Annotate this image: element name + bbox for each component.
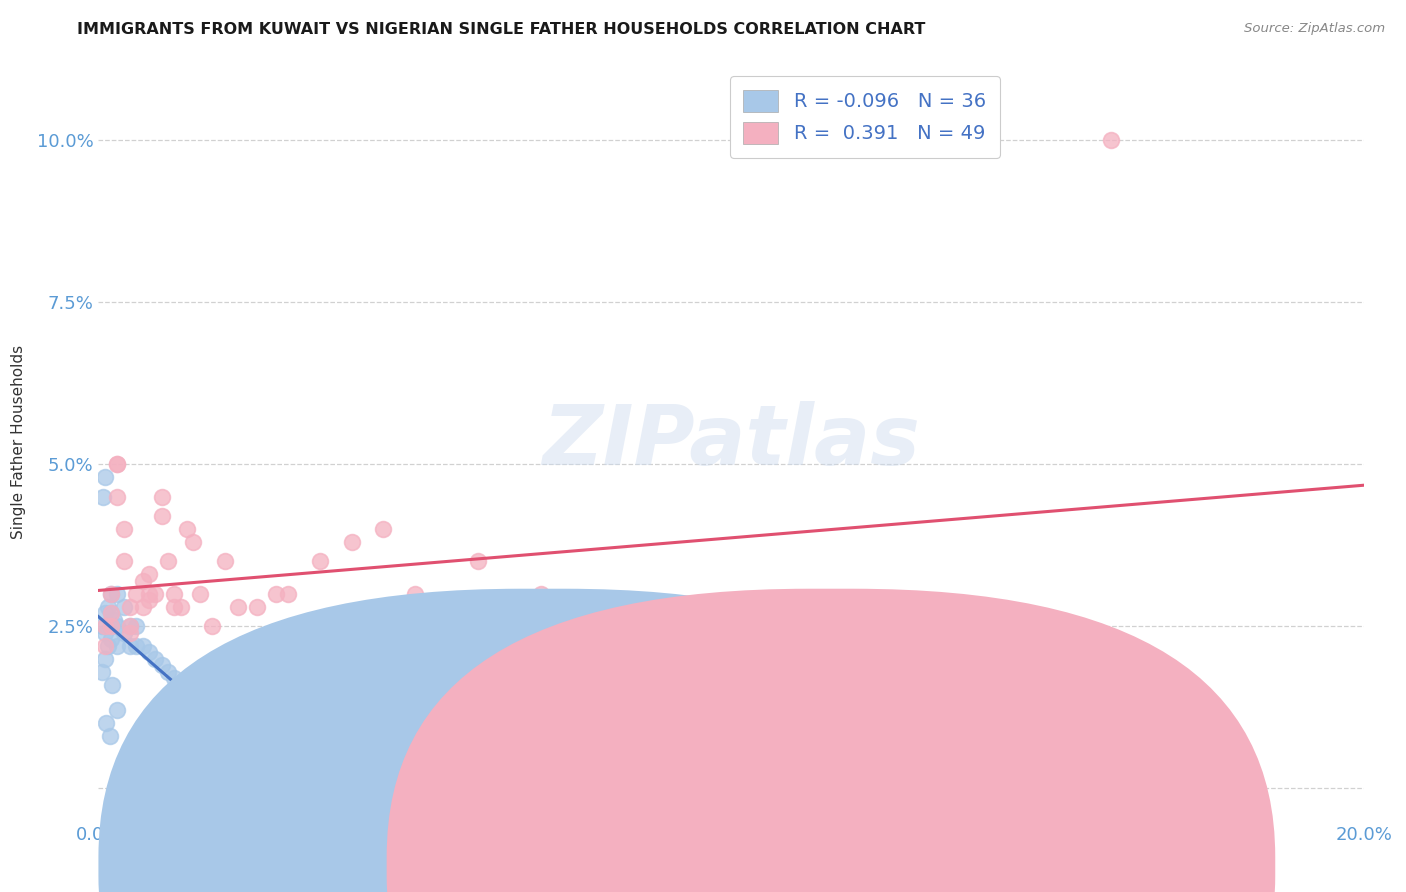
Point [100,619,122,633]
Point [107,619,129,633]
Point [150,509,173,524]
Point [103,613,125,627]
Point [98,730,121,744]
Point [100,607,122,621]
Text: ZIPatlas: ZIPatlas [543,401,920,482]
Y-axis label: Single Father Households: Single Father Households [11,344,25,539]
Point [90,665,112,679]
Point [93,490,115,504]
Point [277,587,299,601]
Point [112,625,135,640]
Point [846,619,869,633]
Point [107,703,129,717]
Point [201,619,224,633]
Point [226,599,249,614]
Point [973,619,995,633]
Point [90,619,112,633]
Point [97,639,120,653]
Point [163,587,186,601]
Point [107,587,129,601]
Point [120,599,141,614]
Point [93,607,117,621]
Point [1099,133,1122,147]
Point [132,574,155,588]
Point [530,587,553,601]
Point [112,554,135,568]
Point [138,593,160,607]
Point [94,716,117,731]
Point [163,599,186,614]
Point [125,639,148,653]
Point [138,567,160,582]
Point [120,619,141,633]
Point [340,535,363,549]
Point [120,619,141,633]
Point [145,651,166,665]
Point [157,665,180,679]
Point [163,671,186,685]
Point [120,639,141,653]
Legend: R = -0.096   N = 36, R =  0.391   N = 49: R = -0.096 N = 36, R = 0.391 N = 49 [730,76,1000,158]
Point [107,490,129,504]
Point [264,587,287,601]
Point [100,607,122,621]
Point [93,470,117,484]
Text: Nigerians: Nigerians [858,855,936,872]
Point [93,619,117,633]
Point [93,625,117,640]
Point [176,522,198,536]
Point [436,619,458,633]
Point [214,554,236,568]
Point [176,697,198,711]
Point [404,587,426,601]
Point [246,599,269,614]
Text: IMMIGRANTS FROM KUWAIT VS NIGERIAN SINGLE FATHER HOUSEHOLDS CORRELATION CHART: IMMIGRANTS FROM KUWAIT VS NIGERIAN SINGL… [77,22,925,37]
Point [125,619,148,633]
Point [169,599,191,614]
Point [138,587,160,601]
Point [100,619,122,633]
Point [107,457,129,471]
Point [107,457,129,471]
Text: Immigrants from Kuwait: Immigrants from Kuwait [591,855,790,872]
Point [150,658,173,673]
Point [138,645,160,659]
Point [309,554,332,568]
Point [720,599,742,614]
Point [169,684,191,698]
Point [112,522,135,536]
Point [101,677,124,691]
Point [593,619,616,633]
Point [188,716,211,731]
Point [183,535,205,549]
Text: Source: ZipAtlas.com: Source: ZipAtlas.com [1244,22,1385,36]
Point [125,587,148,601]
Point [120,625,141,640]
Point [132,599,155,614]
Point [157,554,180,568]
Point [132,639,155,653]
Point [100,632,122,647]
Point [467,554,489,568]
Point [371,522,394,536]
Point [100,587,122,601]
Point [107,639,129,653]
Point [188,587,211,601]
Point [657,632,679,647]
Point [150,490,173,504]
Point [97,599,120,614]
Point [498,619,520,633]
Point [112,599,135,614]
Point [145,587,166,601]
Point [93,651,117,665]
Point [93,639,117,653]
Point [100,587,122,601]
